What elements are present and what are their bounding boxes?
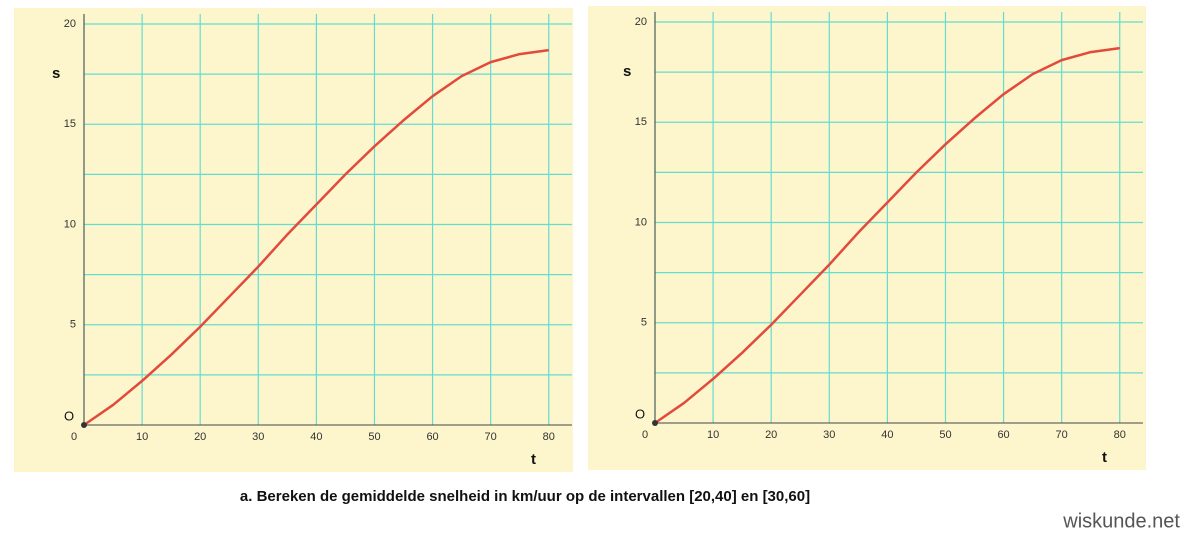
curve <box>654 46 1120 425</box>
y-axis-label: s <box>623 63 631 80</box>
y-tick-label: 20 <box>635 16 647 28</box>
x-tick-label: 40 <box>881 429 893 441</box>
x-tick-label: 10 <box>136 431 148 443</box>
x-tick-label: 30 <box>823 429 835 441</box>
x-tick-label: 60 <box>997 429 1009 441</box>
y-tick-label: 5 <box>641 317 647 329</box>
x-tick-label: 0 <box>71 431 77 443</box>
x-tick-label: 0 <box>642 429 648 441</box>
y-tick-label: 20 <box>64 18 76 30</box>
caption: a. Bereken de gemiddelde snelheid in km/… <box>240 488 810 505</box>
curve <box>83 48 549 427</box>
x-tick-label: 70 <box>485 431 497 443</box>
y-axis-label: s <box>52 65 60 82</box>
x-tick-label: 50 <box>939 429 951 441</box>
x-tick-label: 20 <box>194 431 206 443</box>
origin-dot <box>81 422 87 428</box>
y-tick-label: 10 <box>64 218 76 230</box>
x-axis-label: t <box>531 451 536 468</box>
origin-dot <box>652 420 658 426</box>
y-tick-label: 5 <box>70 319 76 331</box>
x-tick-label: 40 <box>310 431 322 443</box>
x-axis-label: t <box>1102 449 1107 466</box>
x-tick-label: 10 <box>707 429 719 441</box>
origin-label: O <box>635 406 645 421</box>
y-tick-label: 15 <box>64 118 76 130</box>
panel-background <box>588 6 1146 470</box>
watermark: wiskunde.net <box>1062 510 1180 532</box>
origin-label: O <box>64 408 74 423</box>
y-tick-label: 10 <box>635 216 647 228</box>
y-tick-label: 15 <box>635 116 647 128</box>
x-tick-label: 80 <box>543 431 555 443</box>
x-tick-label: 60 <box>426 431 438 443</box>
panel-background <box>14 8 573 472</box>
x-tick-label: 80 <box>1114 429 1126 441</box>
x-tick-label: 30 <box>252 431 264 443</box>
x-tick-label: 50 <box>368 431 380 443</box>
x-tick-label: 70 <box>1056 429 1068 441</box>
x-tick-label: 20 <box>765 429 777 441</box>
